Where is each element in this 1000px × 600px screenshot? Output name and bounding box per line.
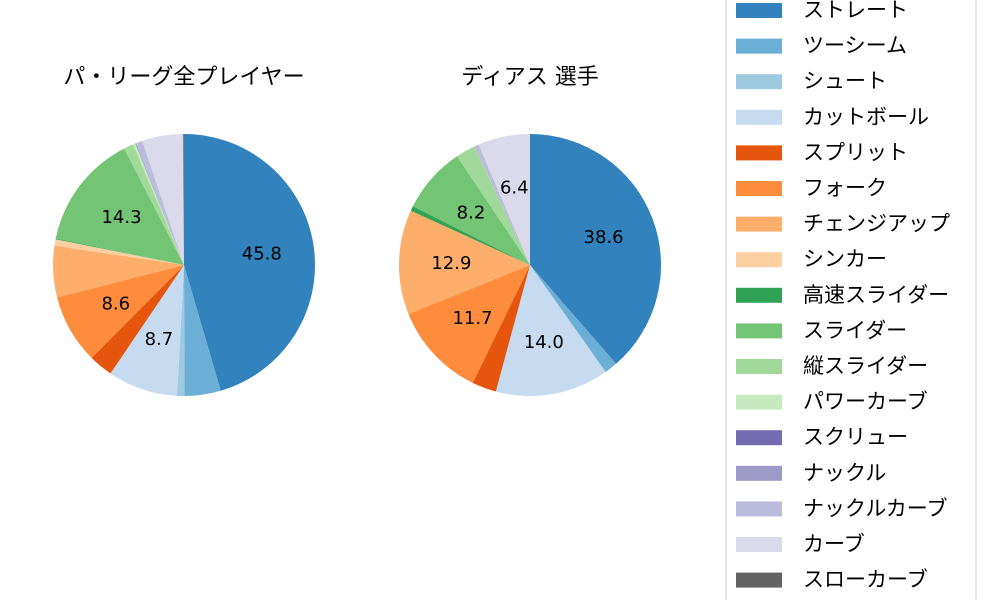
- legend-frame: [725, 0, 977, 600]
- legend-item: ストレート: [736, 0, 908, 22]
- pie-slice-label: 14.0: [524, 332, 564, 353]
- pie-slice: [412, 156, 530, 265]
- pie-slice: [136, 140, 184, 265]
- pie-chart-1: パ・リーグ全プレイヤー 45.8 8.7 8.6 14.3: [53, 65, 316, 397]
- legend-label: スライダー: [803, 318, 907, 342]
- legend-item: スプリット: [736, 140, 908, 164]
- legend-item: 縦スライダー: [736, 354, 928, 378]
- pie-chart-2: ディアス 選手 38.6 14.0 11.7 12.9 8.2 6.4: [398, 65, 662, 396]
- legend-swatch: [736, 430, 782, 446]
- legend-swatch: [736, 252, 782, 268]
- pie-title: ディアス 選手: [461, 65, 598, 90]
- pie-slice-label: 14.3: [101, 207, 141, 228]
- legend-label: ストレート: [803, 0, 908, 22]
- legend-item: シンカー: [736, 247, 887, 271]
- pie-slice-label: 8.6: [101, 294, 130, 315]
- pie-slice-label: 11.7: [452, 308, 492, 329]
- pie-slice: [135, 143, 184, 265]
- pie-slice: [110, 265, 184, 396]
- legend: ストレートツーシームシュートカットボールスプリットフォークチェンジアップシンカー…: [725, 0, 977, 600]
- legend-item: スローカーブ: [736, 568, 928, 592]
- legend-item: ナックルカーブ: [736, 496, 947, 520]
- legend-swatch: [736, 359, 782, 374]
- legend-label: スクリュー: [803, 425, 908, 449]
- legend-label: 高速スライダー: [803, 283, 949, 307]
- legend-swatch: [736, 74, 782, 90]
- pie-slice: [183, 133, 184, 265]
- pie-slice: [184, 265, 221, 396]
- legend-item: シュート: [736, 69, 887, 93]
- legend-swatch: [736, 394, 782, 410]
- legend-swatch: [736, 572, 782, 588]
- legend-item: ナックル: [736, 461, 886, 485]
- pie-slice: [495, 265, 606, 396]
- legend-label: カットボール: [803, 105, 929, 129]
- legend-label: スプリット: [803, 140, 908, 164]
- legend-item: 高速スライダー: [736, 283, 949, 307]
- pie-slice: [55, 148, 185, 265]
- pie-slice-label: 12.9: [431, 253, 471, 274]
- legend-label: 縦スライダー: [803, 354, 928, 378]
- legend-label: フォーク: [803, 176, 887, 200]
- legend-item: チェンジアップ: [736, 212, 950, 236]
- pie-slice: [474, 144, 530, 265]
- pie-slice-label: 38.6: [584, 227, 624, 248]
- legend-label: ナックルカーブ: [803, 496, 947, 520]
- pie-slice-label: 8.2: [457, 203, 486, 224]
- legend-swatch: [736, 109, 782, 125]
- legend-label: シンカー: [803, 247, 887, 271]
- pie-slice: [530, 134, 662, 364]
- pie-slice: [184, 134, 316, 391]
- pie-slice: [91, 265, 184, 374]
- pie-slice: [53, 245, 184, 298]
- pie-title: パ・リーグ全プレイヤー: [63, 65, 304, 90]
- pie-slice-label: 6.4: [500, 178, 529, 199]
- pie-slice: [457, 146, 530, 265]
- legend-label: ツーシーム: [803, 34, 907, 58]
- pie-slice: [472, 265, 530, 392]
- pie-slice: [410, 206, 530, 265]
- legend-label: シュート: [803, 69, 887, 93]
- legend-label: スローカーブ: [803, 568, 928, 592]
- legend-swatch: [736, 501, 782, 517]
- legend-label: チェンジアップ: [803, 212, 950, 236]
- pie-slice: [177, 265, 185, 397]
- legend-swatch: [736, 216, 782, 232]
- legend-swatch: [736, 145, 782, 161]
- pie-slice: [124, 144, 184, 265]
- legend-item: スクリュー: [736, 425, 908, 449]
- pie-slice: [408, 265, 530, 383]
- legend-label: パワーカーブ: [803, 390, 928, 414]
- legend-swatch: [736, 3, 782, 18]
- pie-slice: [133, 143, 184, 265]
- legend-item: パワーカーブ: [736, 390, 928, 414]
- legend-item: ツーシーム: [736, 34, 907, 58]
- legend-label: カーブ: [803, 532, 865, 556]
- legend-swatch: [736, 38, 782, 54]
- pie-slice: [57, 265, 184, 358]
- pie-slice: [54, 239, 184, 265]
- pie-slice: [478, 134, 530, 265]
- pie-slice: [142, 134, 184, 265]
- pie-slice-label: 8.7: [145, 329, 174, 350]
- legend-swatch: [736, 323, 782, 339]
- pie-slice: [398, 210, 530, 314]
- pie-charts: パ・リーグ全プレイヤー 45.8 8.7 8.6 14.3 ディアス 選手 38.6 14.0…: [53, 65, 662, 397]
- legend-swatch: [736, 287, 782, 303]
- legend-label: ナックル: [803, 461, 886, 485]
- pie-slice: [135, 143, 184, 265]
- legend-swatch: [736, 465, 782, 481]
- legend-swatch: [736, 537, 782, 552]
- pie-slice-label: 45.8: [242, 243, 282, 264]
- legend-item: カットボール: [736, 105, 929, 129]
- pie-slice: [55, 238, 185, 265]
- legend-swatch: [736, 181, 782, 196]
- legend-item: フォーク: [736, 176, 887, 200]
- pie-slice: [530, 265, 617, 372]
- legend-item: カーブ: [736, 532, 865, 556]
- legend-item: スライダー: [736, 318, 907, 342]
